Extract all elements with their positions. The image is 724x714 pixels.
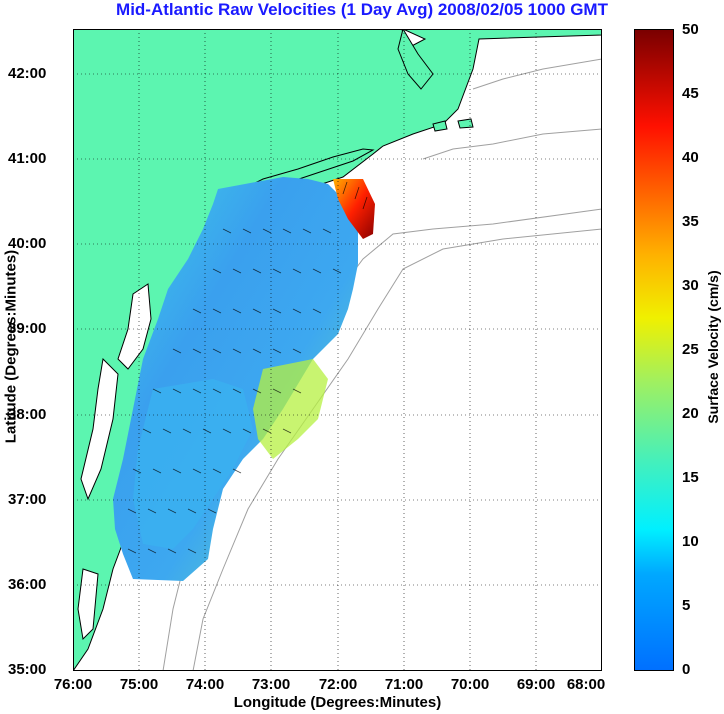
colorbar	[634, 29, 674, 671]
colorbar-gradient	[635, 30, 673, 670]
y-axis-label: Latitude (Degrees:Minutes)	[2, 249, 20, 444]
x-tick-label: 70:00	[450, 676, 490, 693]
velocity-vectors	[127, 181, 368, 554]
x-axis-label: Longitude (Degrees:Minutes)	[233, 694, 442, 711]
y-tick-label: 40:00	[8, 235, 47, 252]
y-tick-label: 39:00	[8, 320, 47, 337]
x-tick-label: 74:00	[185, 676, 225, 693]
colorbar-tick-label: 30	[682, 277, 699, 294]
map-title: Mid-Atlantic Raw Velocities (1 Day Avg) …	[116, 0, 608, 19]
colorbar-tick-label: 5	[682, 597, 691, 614]
colorbar-tick-label: 10	[682, 533, 699, 550]
colorbar-tick-label: 35	[682, 213, 699, 230]
colorbar-tick-label: 45	[682, 85, 699, 102]
colorbar-tick-label: 20	[682, 405, 699, 422]
island	[432, 120, 448, 132]
y-tick-label: 35:00	[8, 661, 47, 678]
colorbar-tick-label: 50	[682, 21, 699, 38]
island	[457, 118, 474, 129]
y-tick-label: 41:00	[8, 150, 47, 167]
cape-cod	[397, 29, 434, 90]
x-tick-label: 69:00	[516, 676, 556, 693]
velocity-field-ny-bight	[333, 179, 375, 239]
bay	[80, 357, 119, 501]
map-plot-area[interactable]	[73, 29, 602, 671]
y-tick-label: 37:00	[8, 491, 47, 508]
map-canvas	[73, 29, 602, 671]
x-tick-label: 68:00	[566, 676, 606, 693]
y-tick-label: 42:00	[8, 65, 47, 82]
bay	[117, 283, 152, 370]
x-tick-label: 73:00	[251, 676, 291, 693]
colorbar-tick-label: 15	[682, 469, 699, 486]
velocity-field-south	[133, 379, 253, 549]
velocity-field-highspeed	[253, 359, 328, 459]
colorbar-label: Surface Velocity (cm/s)	[705, 270, 721, 424]
x-tick-label: 71:00	[384, 676, 424, 693]
y-tick-label: 36:00	[8, 576, 47, 593]
y-tick-label: 38:00	[8, 406, 47, 423]
colorbar-tick-label: 25	[682, 341, 699, 358]
x-tick-label: 72:00	[318, 676, 358, 693]
x-tick-label: 75:00	[119, 676, 159, 693]
grid-lines	[73, 29, 602, 671]
x-tick-label: 76:00	[53, 676, 93, 693]
colorbar-tick-label: 0	[682, 661, 691, 678]
sound	[77, 568, 99, 641]
colorbar-tick-label: 40	[682, 149, 699, 166]
